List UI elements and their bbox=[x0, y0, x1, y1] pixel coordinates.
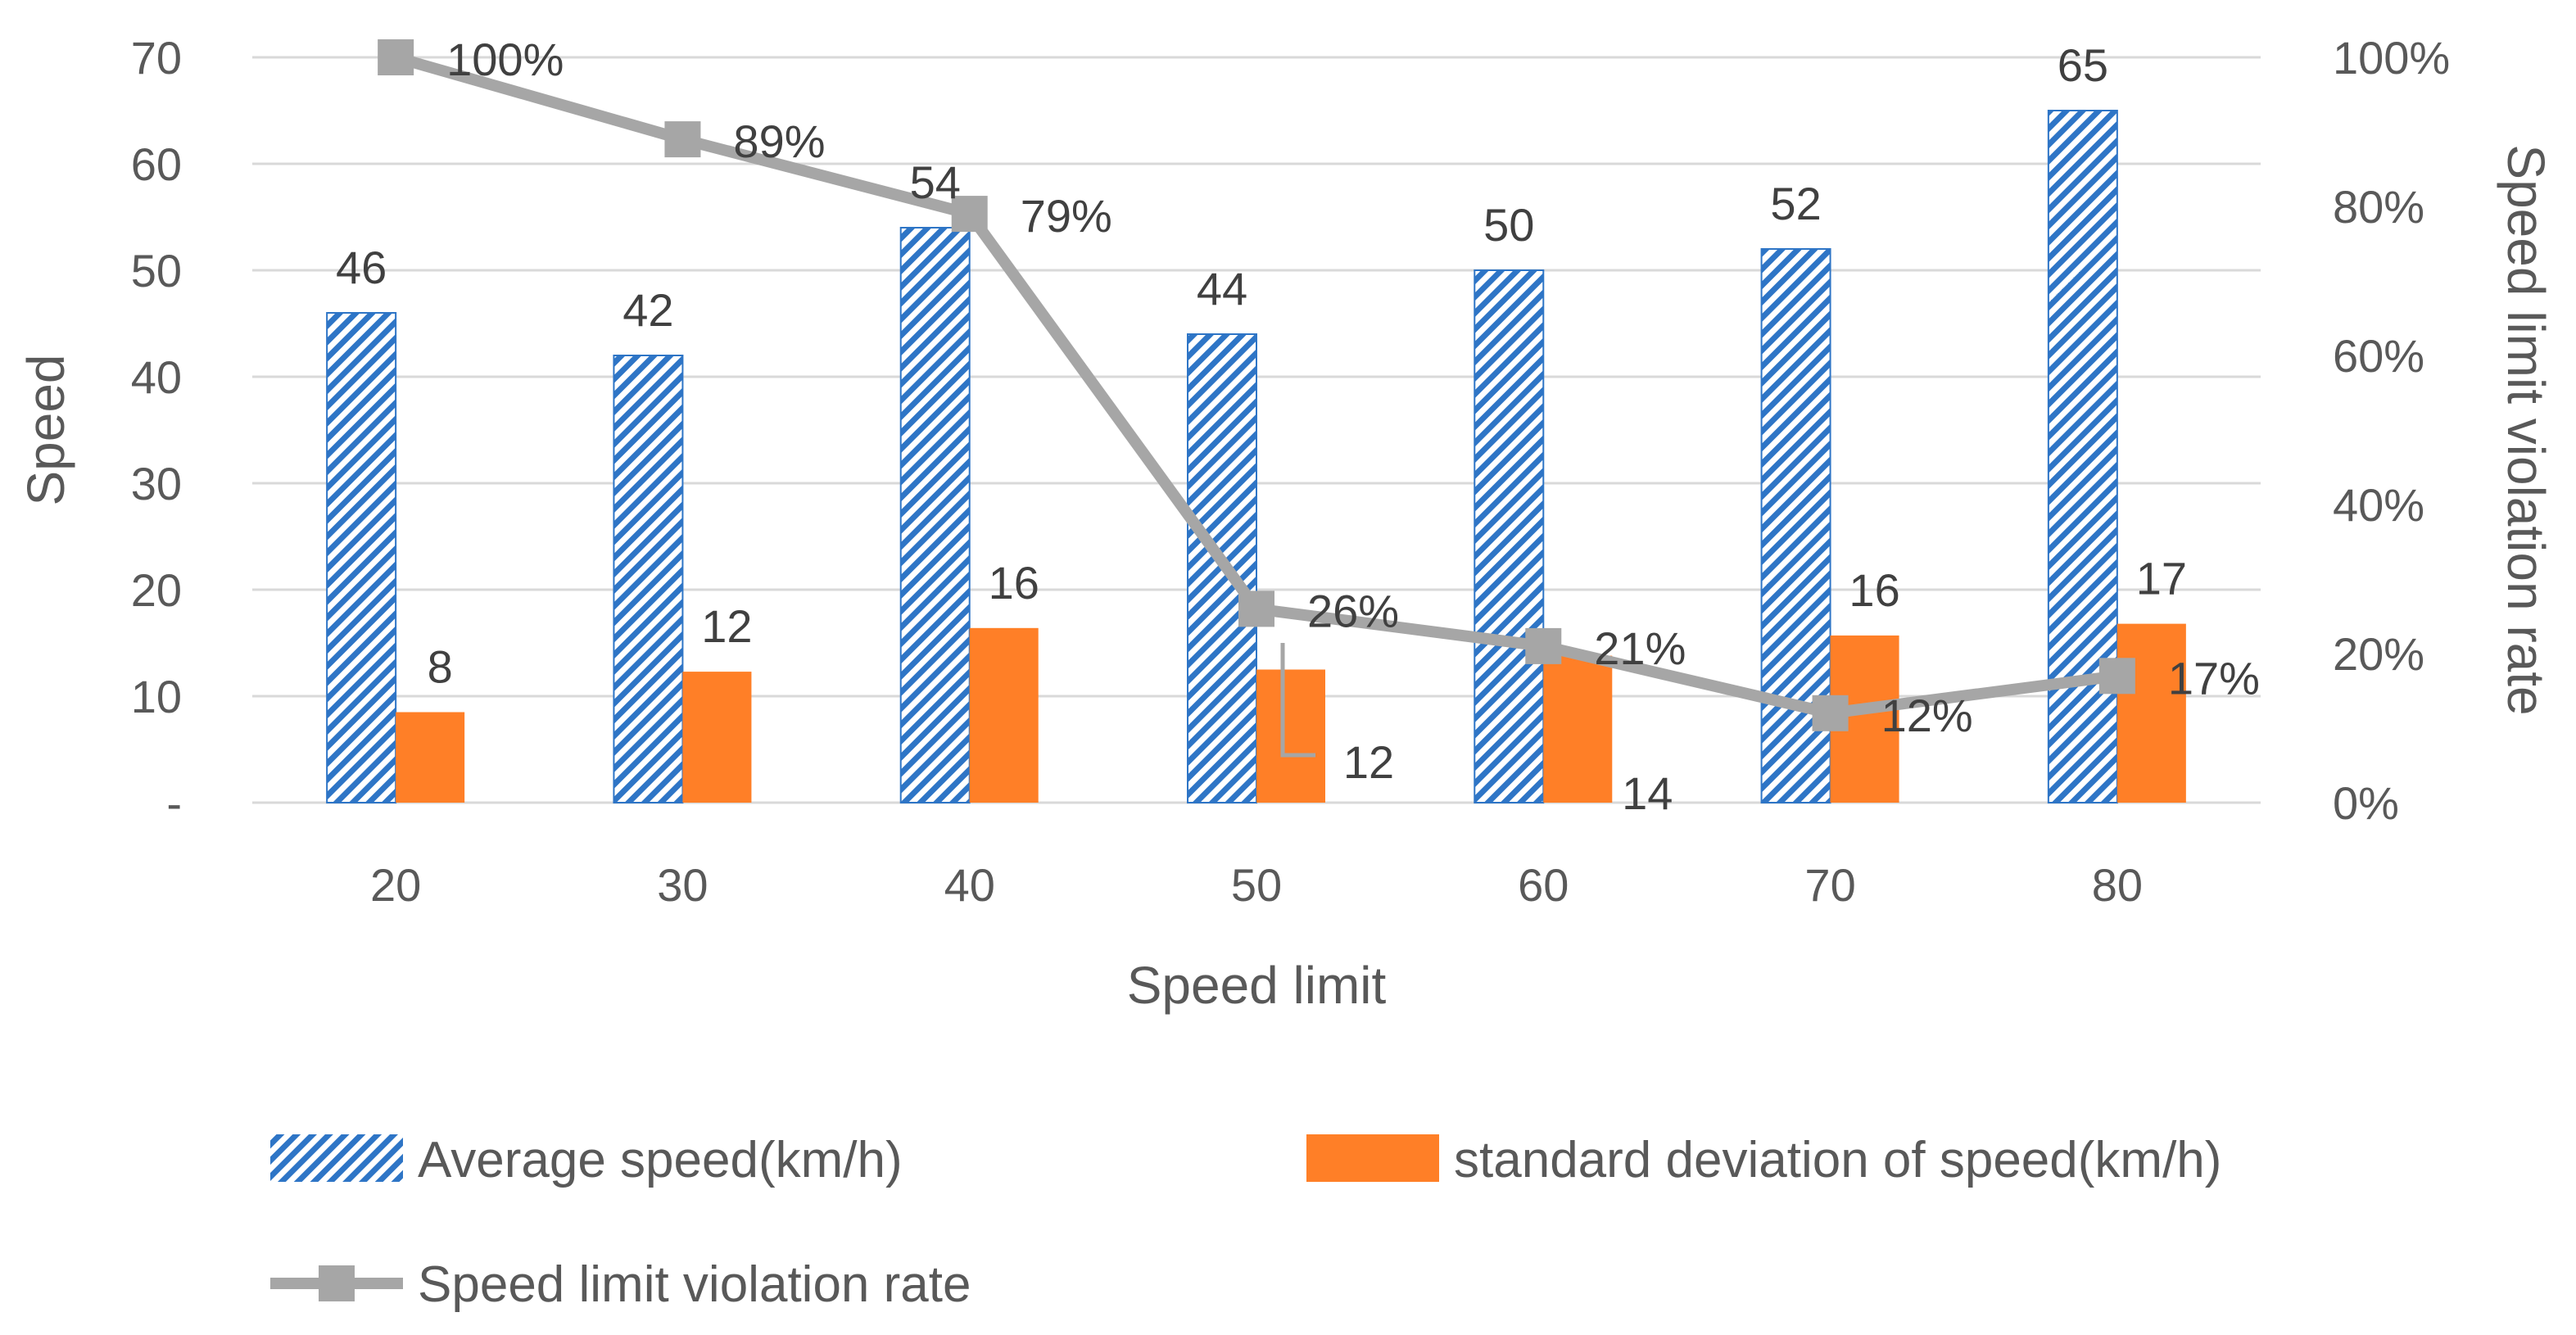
axes: - 10 20 30 40 50 60 70 0% 20% 40% 60% 80% 100% 20 30 40 5… bbox=[16, 32, 2556, 1015]
violation-rate-marker bbox=[1238, 591, 1274, 627]
label-average-speed: 42 bbox=[622, 284, 673, 336]
x-tick-label: 70 bbox=[1804, 859, 1855, 911]
bar-std-deviation bbox=[682, 672, 752, 803]
label-average-speed: 65 bbox=[2058, 39, 2108, 91]
y2-tick-label: 80% bbox=[2333, 181, 2424, 233]
label-std-deviation: 14 bbox=[1622, 767, 1673, 819]
y2-tick-label: 100% bbox=[2333, 32, 2450, 84]
label-std-deviation: 8 bbox=[428, 641, 453, 693]
label-violation-rate: 26% bbox=[1307, 585, 1399, 636]
legend: Average speed(km/h) standard deviation of… bbox=[270, 1132, 2221, 1313]
label-violation-rate: 79% bbox=[1021, 190, 1112, 242]
y2-tick-label: 60% bbox=[2333, 330, 2424, 382]
y-tick-label: 10 bbox=[131, 671, 182, 722]
y2-axis-title: Speed limit violation rate bbox=[2497, 144, 2556, 715]
label-violation-rate: 21% bbox=[1594, 622, 1686, 674]
violation-rate-marker bbox=[951, 196, 988, 233]
y2-tick-label: 40% bbox=[2333, 479, 2424, 531]
y2-tick-label: 20% bbox=[2333, 628, 2424, 680]
legend-marker-violation-rate bbox=[319, 1265, 355, 1301]
violation-rate-marker bbox=[664, 121, 701, 158]
violation-rate-marker bbox=[378, 39, 414, 75]
bar-average-speed bbox=[1474, 269, 1545, 803]
x-tick-label: 50 bbox=[1231, 859, 1282, 911]
violation-rate-marker bbox=[1525, 627, 1562, 664]
y-tick-label: 30 bbox=[131, 458, 182, 509]
x-tick-label: 40 bbox=[944, 859, 995, 911]
bar-std-deviation bbox=[396, 712, 465, 803]
label-std-deviation: 17 bbox=[2136, 553, 2187, 604]
bar-average-speed bbox=[326, 312, 397, 803]
bar-std-deviation bbox=[1543, 655, 1613, 803]
y-axis-title: Speed bbox=[16, 354, 75, 505]
label-violation-rate: 12% bbox=[1881, 690, 1973, 741]
label-std-deviation: 16 bbox=[989, 557, 1039, 609]
x-axis-title: Speed limit bbox=[1127, 956, 1387, 1015]
x-tick-label: 30 bbox=[657, 859, 708, 911]
violation-line bbox=[378, 39, 2135, 731]
bar-std-deviation bbox=[969, 627, 1039, 803]
bars bbox=[326, 110, 2186, 803]
label-average-speed: 44 bbox=[1197, 263, 1247, 315]
y-tick-label: 40 bbox=[131, 351, 182, 403]
legend-swatch-std-deviation bbox=[1306, 1134, 1439, 1182]
violation-rate-marker bbox=[1812, 695, 1849, 731]
label-std-deviation: 12 bbox=[701, 600, 752, 652]
bar-average-speed bbox=[613, 355, 684, 803]
label-average-speed: 50 bbox=[1483, 199, 1534, 251]
label-std-deviation: 16 bbox=[1849, 564, 1899, 616]
label-std-deviation: 12 bbox=[1343, 736, 1394, 788]
x-tick-label: 60 bbox=[1518, 859, 1569, 911]
bar-std-deviation bbox=[2116, 623, 2186, 803]
y-tick-label: - bbox=[166, 777, 182, 829]
bar-average-speed bbox=[899, 227, 971, 803]
y-tick-label: 70 bbox=[131, 32, 182, 84]
data-labels: 46 42 54 44 50 52 65 8 12 16 12 14 16 17 100% 89% 79% 26%… bbox=[336, 34, 2260, 819]
label-violation-rate: 17% bbox=[2168, 652, 2260, 704]
bar-average-speed bbox=[2047, 110, 2118, 803]
x-tick-label: 80 bbox=[2092, 859, 2143, 911]
x-tick-label: 20 bbox=[370, 859, 421, 911]
label-average-speed: 54 bbox=[910, 156, 961, 208]
bar-std-deviation bbox=[1256, 669, 1325, 803]
label-leader-line bbox=[1280, 643, 1315, 758]
label-average-speed: 52 bbox=[1770, 178, 1821, 229]
label-violation-rate: 89% bbox=[733, 115, 825, 167]
y2-tick-label: 0% bbox=[2333, 777, 2399, 829]
legend-label-average-speed: Average speed(km/h) bbox=[418, 1132, 903, 1188]
y-tick-label: 50 bbox=[131, 245, 182, 296]
y-tick-label: 20 bbox=[131, 564, 182, 616]
legend-swatch-average-speed bbox=[270, 1134, 403, 1182]
legend-label-std-deviation: standard deviation of speed(km/h) bbox=[1454, 1132, 2221, 1188]
legend-label-violation-rate: Speed limit violation rate bbox=[418, 1256, 971, 1313]
y-tick-label: 60 bbox=[131, 138, 182, 190]
label-average-speed: 46 bbox=[336, 242, 387, 293]
violation-rate-marker bbox=[2098, 658, 2135, 695]
label-violation-rate: 100% bbox=[446, 34, 564, 85]
